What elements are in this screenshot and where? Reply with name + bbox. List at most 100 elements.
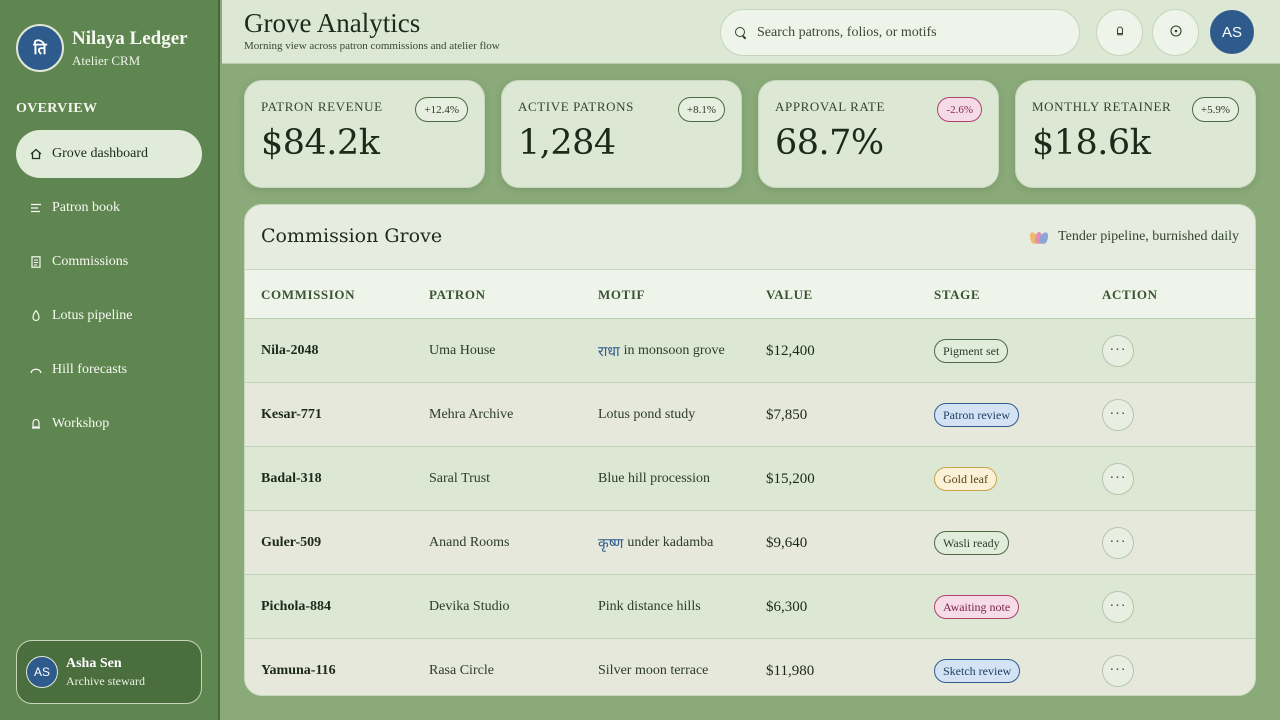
column-header[interactable]: MOTIF	[598, 287, 646, 302]
kpi-card-active-patrons: ACTIVE PATRONS 1,284 +8.1%	[501, 80, 742, 188]
stage-cell: Awaiting note	[934, 575, 1020, 639]
motif-cell: Silver moon terrace	[598, 639, 709, 695]
row-action-button[interactable]: ···	[1102, 399, 1134, 431]
patron-name: Anand Rooms	[429, 535, 510, 550]
sidebar-item-label: Commissions	[52, 254, 129, 269]
profile-name: Asha Sen	[66, 655, 122, 671]
brand-logo: ति	[16, 24, 64, 72]
action-cell: ···	[1102, 511, 1134, 575]
kpi-delta-badge: -2.6%	[937, 97, 982, 122]
motif-text: under kadamba	[627, 535, 714, 550]
row-action-button[interactable]: ···	[1102, 335, 1134, 367]
action-cell: ···	[1102, 575, 1134, 639]
kpi-delta-badge: +12.4%	[415, 97, 468, 122]
stage-cell: Gold leaf	[934, 447, 997, 511]
motif-text: Pink distance hills	[598, 599, 701, 614]
table-row[interactable]: Badal-318 Saral Trust Blue hill processi…	[245, 447, 1255, 511]
page-subtitle: Morning view across patron commissions a…	[244, 40, 500, 52]
avatar: AS	[26, 656, 58, 688]
column-header[interactable]: VALUE	[766, 287, 813, 302]
motif-devanagari: कृष्ण	[598, 536, 624, 552]
commission-value: $6,300	[766, 598, 808, 615]
column-header: ACTION	[1102, 287, 1158, 302]
sidebar: ति Nilaya Ledger Atelier CRM OVERVIEW Gr…	[0, 0, 220, 720]
sidebar-item-label: Hill forecasts	[52, 362, 128, 377]
commission-table-card: Commission Grove Tender pipeline, burnis…	[244, 204, 1256, 696]
commission-value: $9,640	[766, 534, 808, 551]
patron-name: Devika Studio	[429, 599, 510, 614]
commission-id: Pichola-884	[261, 599, 331, 614]
motif-cell: राधा in monsoon grove	[598, 319, 725, 383]
commission-id: Badal-318	[261, 471, 322, 486]
sidebar-item-grove-dashboard[interactable]: Grove dashboard	[16, 130, 202, 178]
table-row[interactable]: Nila-2048 Uma House राधा in monsoon grove…	[245, 319, 1255, 383]
profile-card[interactable]: AS Asha Sen Archive steward	[16, 640, 202, 704]
search-placeholder: Search patrons, folios, or motifs	[757, 24, 937, 40]
row-action-button[interactable]: ···	[1102, 527, 1134, 559]
notifications-button[interactable]	[1096, 9, 1143, 56]
stage-badge: Patron review	[934, 403, 1019, 427]
table-title: Commission Grove	[261, 225, 443, 247]
table-header: COMMISSION PATRON MOTIF VALUE STAGE ACTI…	[245, 269, 1255, 319]
stage-badge: Sketch review	[934, 659, 1021, 683]
commission-id: Yamuna-116	[261, 663, 336, 678]
stage-badge: Gold leaf	[934, 467, 997, 491]
brand: ति Nilaya Ledger Atelier CRM	[16, 24, 188, 72]
kpi-label: PATRON REVENUE	[261, 99, 383, 114]
row-action-button[interactable]: ···	[1102, 591, 1134, 623]
stage-badge: Awaiting note	[934, 595, 1020, 619]
action-cell: ···	[1102, 383, 1134, 447]
sidebar-item-label: Patron book	[52, 200, 121, 215]
motif-text: Blue hill procession	[598, 471, 710, 486]
commission-value: $11,980	[766, 662, 815, 679]
table-note-text: Tender pipeline, burnished daily	[1058, 229, 1239, 244]
commission-value: $12,400	[766, 342, 815, 359]
table-row[interactable]: Kesar-771 Mehra Archive Lotus pond study…	[245, 383, 1255, 447]
sidebar-item-lotus-pipeline[interactable]: Lotus pipeline	[16, 292, 202, 340]
column-header[interactable]: COMMISSION	[261, 287, 356, 302]
table-row[interactable]: Pichola-884 Devika Studio Pink distance …	[245, 575, 1255, 639]
motif-text: Lotus pond study	[598, 407, 696, 422]
action-cell: ···	[1102, 319, 1134, 383]
sidebar-item-label: Lotus pipeline	[52, 308, 133, 323]
kpi-value: $84.2k	[261, 123, 380, 163]
motif-cell: कृष्ण under kadamba	[598, 511, 713, 575]
kpi-card-monthly-retainer: MONTHLY RETAINER $18.6k +5.9%	[1015, 80, 1256, 188]
motif-cell: Lotus pond study	[598, 383, 695, 447]
column-header[interactable]: STAGE	[934, 287, 981, 302]
table-row[interactable]: Guler-509 Anand Rooms कृष्ण under kadamba…	[245, 511, 1255, 575]
page-title: Grove Analytics	[244, 8, 421, 38]
kpi-delta-badge: +5.9%	[1191, 97, 1239, 122]
sidebar-item-patron-book[interactable]: Patron book	[16, 184, 202, 232]
row-action-button[interactable]: ···	[1102, 655, 1134, 687]
profile-role: Archive steward	[66, 673, 145, 688]
more-icon: ···	[1109, 407, 1127, 422]
action-cell: ···	[1102, 447, 1134, 511]
sidebar-item-hill-forecasts[interactable]: Hill forecasts	[16, 346, 202, 394]
brand-subtitle: Atelier CRM	[72, 52, 141, 68]
table-row[interactable]: Yamuna-116 Rasa Circle Silver moon terra…	[245, 639, 1255, 695]
search-input[interactable]: Search patrons, folios, or motifs	[720, 9, 1080, 56]
motif-cell: Blue hill procession	[598, 447, 710, 511]
commission-id: Guler-509	[261, 535, 322, 550]
column-header[interactable]: PATRON	[429, 287, 486, 302]
header: Grove Analytics Morning view across patr…	[222, 0, 1280, 64]
help-button[interactable]	[1152, 9, 1199, 56]
kpi-delta-badge: +8.1%	[677, 97, 725, 122]
brand-title: Nilaya Ledger	[72, 27, 188, 49]
motif-cell: Pink distance hills	[598, 575, 701, 639]
motif-text: Silver moon terrace	[598, 663, 709, 678]
sidebar-item-workshop[interactable]: Workshop	[16, 400, 202, 448]
kpi-label: MONTHLY RETAINER	[1032, 99, 1172, 114]
sidebar-item-commissions[interactable]: Commissions	[16, 238, 202, 286]
motif-devanagari: राधा	[598, 344, 620, 360]
row-action-button[interactable]: ···	[1102, 463, 1134, 495]
avatar[interactable]: AS	[1208, 8, 1256, 56]
sidebar-item-label: Grove dashboard	[52, 146, 149, 161]
table-note: Tender pipeline, burnished daily	[1027, 229, 1239, 246]
sidebar-item-label: Workshop	[52, 416, 110, 431]
kpi-card-patron-revenue: PATRON REVENUE $84.2k +12.4%	[244, 80, 485, 188]
bell-icon	[1116, 26, 1124, 39]
search-icon	[735, 26, 747, 39]
commission-id: Nila-2048	[261, 343, 319, 358]
